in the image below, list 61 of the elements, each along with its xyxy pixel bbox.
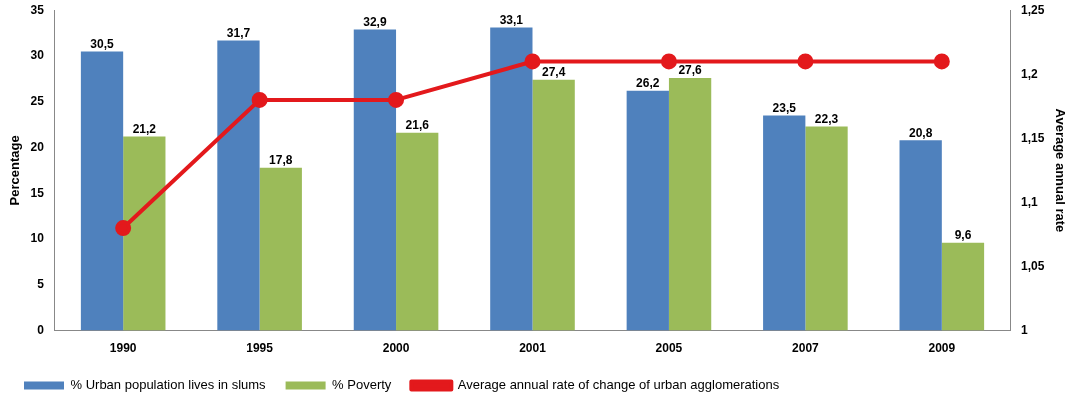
bar [353, 29, 397, 331]
point [388, 91, 405, 108]
y2-tick-label: 1,25 [1021, 2, 1045, 17]
y2-axis-title: Average annual rate [1052, 108, 1068, 233]
bar [123, 136, 166, 331]
y-axis-title: Percentage [7, 135, 23, 206]
data-label: 20,8 [909, 125, 933, 140]
bar [668, 77, 712, 331]
data-label: 21,6 [405, 118, 430, 133]
point [797, 53, 814, 70]
data-label: 22,3 [814, 111, 839, 126]
bar [941, 242, 985, 331]
x-tick-label: 2005 [655, 341, 683, 356]
point [660, 53, 677, 70]
data-label: 23,5 [772, 100, 797, 115]
x-tick-label: 1990 [109, 341, 137, 356]
data-label: 27,6 [678, 63, 703, 78]
point [933, 53, 950, 70]
data-label: 27,4 [541, 65, 566, 80]
data-label: 9,6 [954, 228, 972, 243]
y2-tick-label: 1 [1021, 322, 1029, 337]
bar [805, 126, 848, 331]
y2-tick-label: 1,2 [1021, 66, 1039, 81]
data-label: 30,5 [90, 36, 115, 51]
y-tick-label: 20 [30, 139, 45, 154]
bar [899, 140, 942, 331]
data-label: 31,7 [226, 25, 251, 40]
bar [80, 51, 124, 331]
data-label: 32,9 [363, 14, 387, 29]
y2-tick-label: 1,15 [1021, 130, 1045, 145]
bar [490, 27, 533, 331]
data-label: 33,1 [499, 12, 524, 27]
y-tick-label: 35 [30, 2, 45, 17]
point [251, 91, 268, 108]
x-tick-label: 2009 [928, 341, 956, 356]
data-label: 21,2 [132, 121, 157, 136]
y-tick-label: 10 [30, 231, 45, 246]
bar [626, 90, 669, 331]
y-tick-label: 0 [37, 322, 45, 337]
data-label: 17,8 [269, 152, 293, 167]
data-label: 26,2 [636, 76, 660, 91]
point [115, 220, 132, 237]
y2-tick-label: 1,05 [1021, 258, 1045, 273]
y-tick-label: 5 [37, 277, 45, 292]
x-tick-label: 2007 [792, 341, 820, 356]
y-tick-label: 15 [30, 185, 45, 200]
bar [532, 79, 575, 331]
bar [763, 115, 806, 331]
y-tick-label: 30 [30, 48, 45, 63]
x-tick-label: 2000 [382, 341, 410, 356]
point [524, 53, 541, 70]
y2-tick-label: 1,1 [1021, 194, 1039, 209]
legend-label: % Poverty [332, 377, 392, 393]
x-tick-label: 2001 [519, 341, 547, 356]
x-tick-label: 1995 [246, 341, 274, 356]
bar [396, 132, 439, 331]
legend-label: Average annual rate of change of urban agglomerations [457, 377, 780, 393]
bar [217, 40, 260, 331]
legend-label: % Urban population lives in slums [70, 377, 267, 393]
y-tick-label: 25 [30, 94, 45, 109]
bar [259, 167, 302, 331]
